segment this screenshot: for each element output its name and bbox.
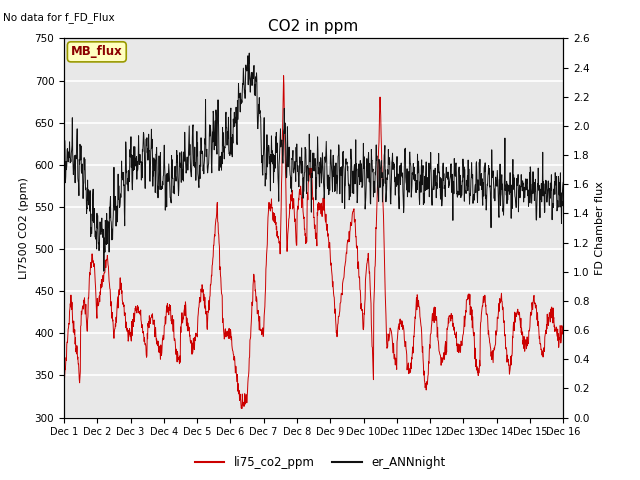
Y-axis label: FD Chamber flux: FD Chamber flux — [595, 181, 605, 275]
Text: No data for f_FD_Flux: No data for f_FD_Flux — [3, 12, 115, 23]
Title: CO2 in ppm: CO2 in ppm — [268, 20, 359, 35]
Y-axis label: LI7500 CO2 (ppm): LI7500 CO2 (ppm) — [19, 177, 29, 279]
Text: MB_flux: MB_flux — [71, 45, 123, 59]
Legend: li75_co2_ppm, er_ANNnight: li75_co2_ppm, er_ANNnight — [190, 452, 450, 474]
